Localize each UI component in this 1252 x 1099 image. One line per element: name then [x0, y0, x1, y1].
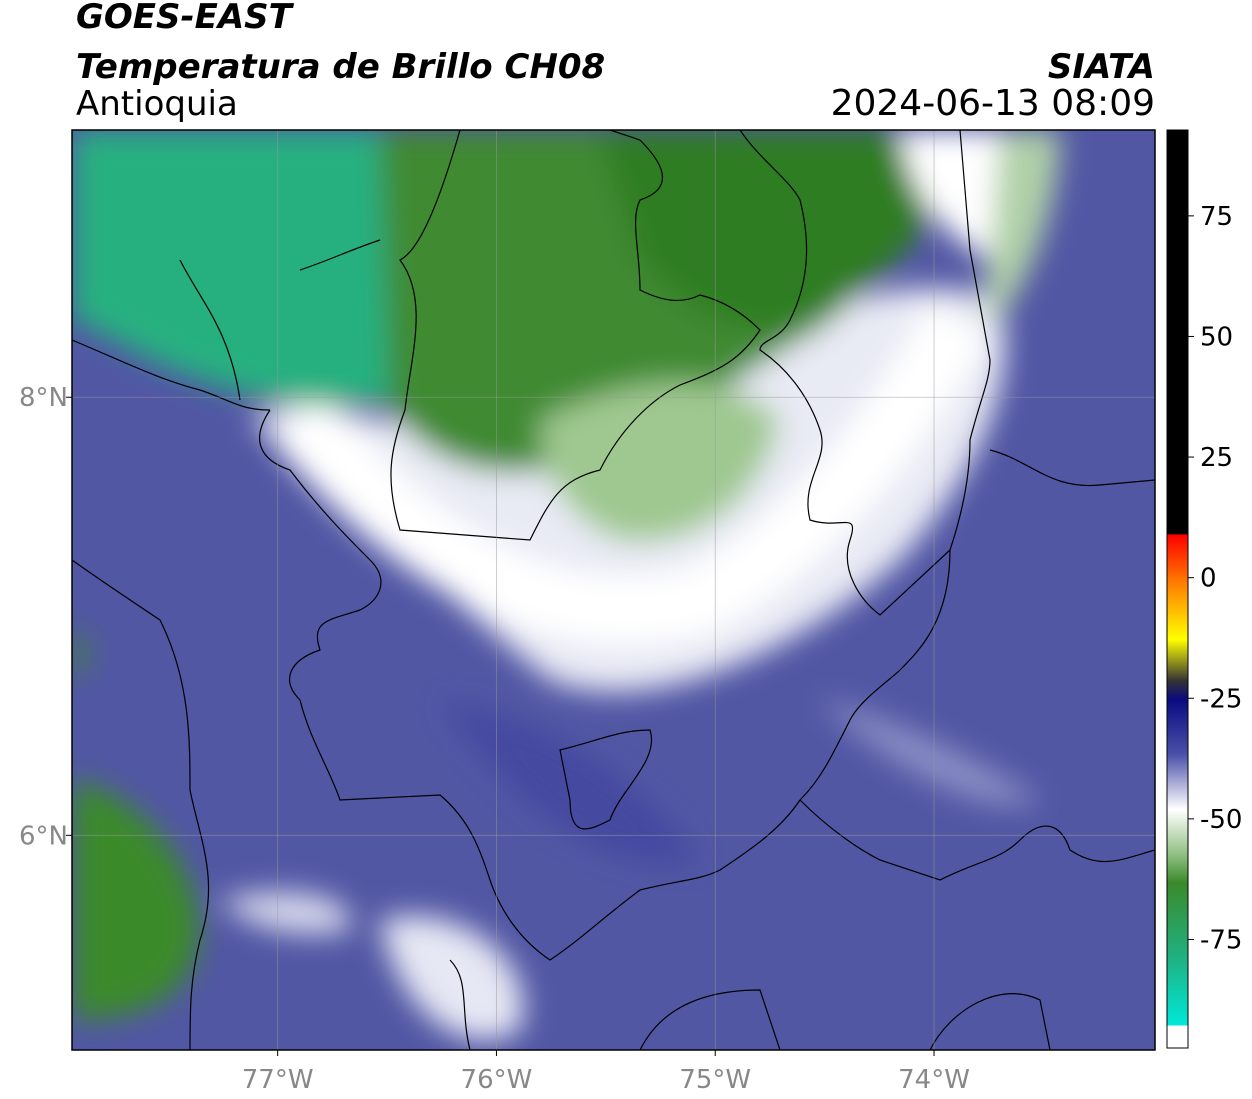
lon-tick-label: 75°W [679, 1065, 751, 1095]
graticule [72, 130, 1155, 1050]
datetime: 2024-06-13 08:09 [831, 83, 1155, 124]
map-field [72, 130, 1155, 1050]
lon-tick-label: 74°W [898, 1065, 970, 1095]
borders [72, 130, 1155, 1050]
colorbar-tick-label: 50 [1200, 322, 1233, 352]
colorbar-tick-label: 0 [1200, 564, 1217, 594]
region: Antioquia [76, 84, 238, 124]
colorbar-tick-label: 25 [1200, 443, 1233, 473]
source: SIATA [1048, 47, 1155, 87]
lon-tick-label: 77°W [242, 1065, 314, 1095]
colorbar-tick-label: -50 [1200, 805, 1242, 835]
map-frame [71, 129, 1156, 1051]
satellite: GOES-EAST [76, 0, 295, 37]
colorbar-tick-label: 75 [1200, 202, 1233, 232]
header: GOES-EAST Temperatura de Brillo CH08 Ant… [76, 0, 1155, 124]
lon-tick-label: 76°W [461, 1065, 533, 1095]
colorbar-tick-label: -25 [1200, 684, 1242, 714]
colorbar [1166, 129, 1189, 1049]
product: Temperatura de Brillo CH08 [76, 47, 605, 87]
lat-tick-label: 8°N [19, 383, 68, 413]
colorbar-tick-label: -75 [1200, 925, 1242, 955]
lat-tick-label: 6°N [19, 821, 68, 851]
